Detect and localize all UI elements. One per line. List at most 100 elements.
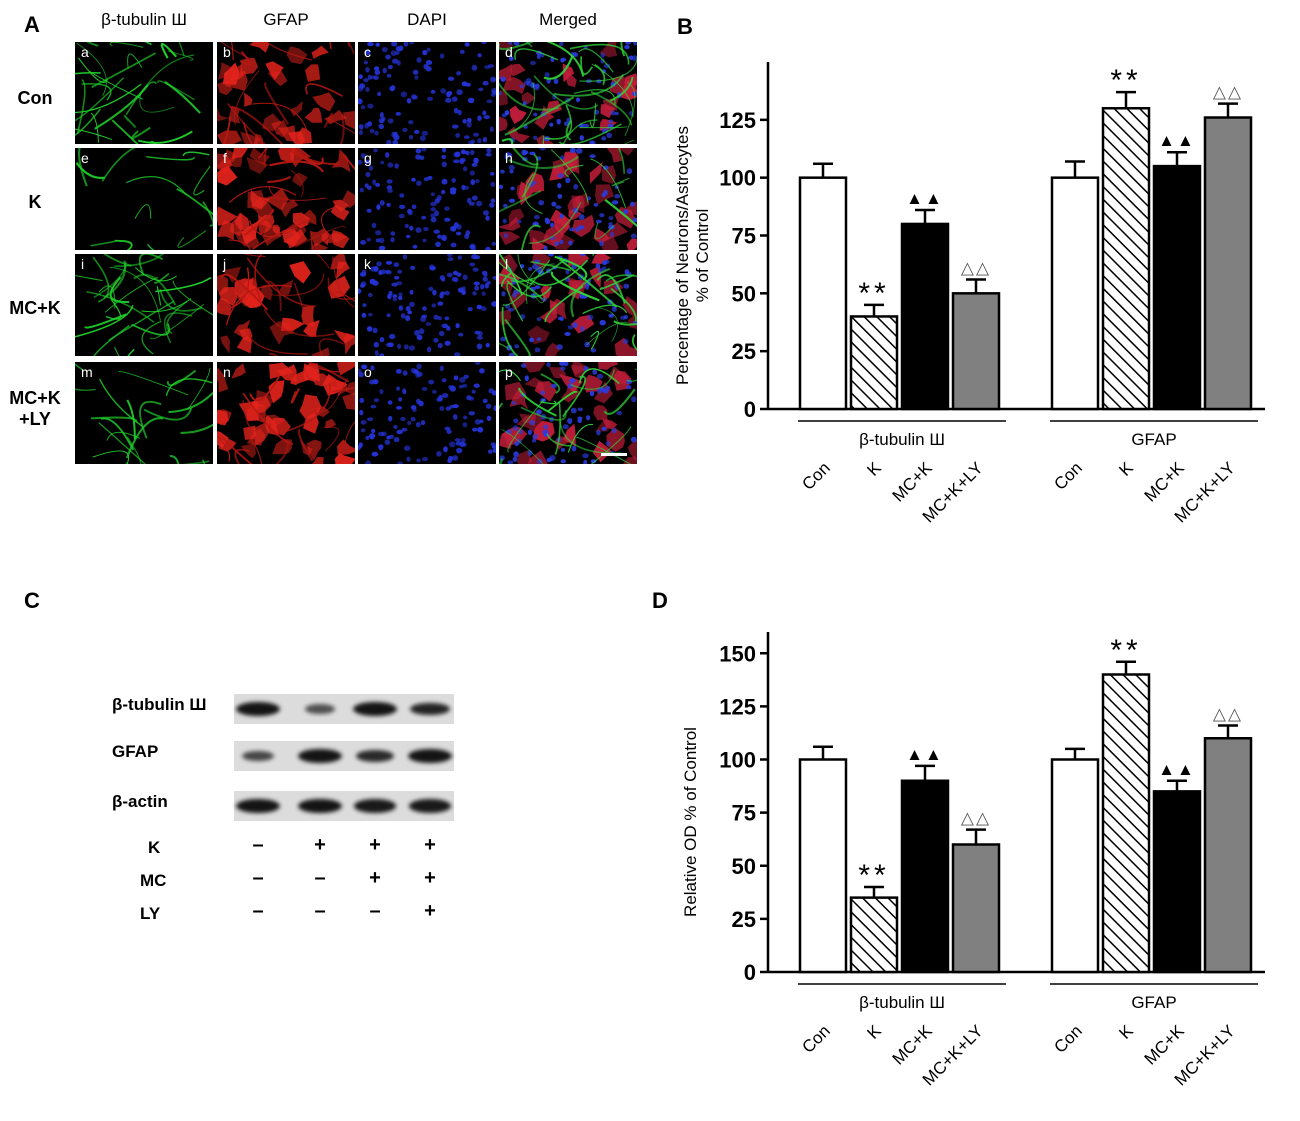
condition-label: MC	[140, 871, 167, 890]
micrograph-image	[75, 254, 213, 356]
blot-band	[241, 750, 275, 762]
significance-mark: ▲▲	[1158, 760, 1196, 779]
condition-sign: –	[252, 867, 264, 889]
blot-band	[236, 799, 280, 813]
panel-letter-c: C	[24, 588, 40, 613]
significance-mark: **	[1110, 634, 1141, 667]
significance-mark: △△	[961, 809, 991, 828]
significance-mark: △△	[1213, 705, 1243, 724]
y-axis-label: Percentage of Neurons/Astrocytes% of Con…	[673, 126, 712, 385]
y-axis-label: Relative OD % of Control	[681, 727, 700, 917]
micrograph-tile: a	[75, 42, 213, 144]
category-label: Con	[798, 1021, 833, 1056]
micrograph-image	[499, 254, 637, 356]
bar	[1101, 673, 1151, 974]
condition-label: K	[148, 838, 161, 857]
y-tick-label: 0	[744, 397, 756, 422]
micrograph-tile: b	[217, 42, 355, 144]
tile-letter: h	[505, 150, 513, 166]
tile-letter: j	[223, 256, 227, 272]
condition-sign: +	[369, 834, 381, 856]
condition-sign: +	[424, 867, 436, 889]
blot-band	[409, 702, 451, 716]
micrograph-image	[75, 148, 213, 250]
y-tick-label: 100	[719, 166, 756, 191]
row-header-line: K	[28, 192, 42, 212]
category-label: K	[1115, 1021, 1137, 1043]
significance-mark: **	[858, 859, 889, 892]
blot-band	[408, 749, 452, 763]
y-tick-label: 100	[719, 748, 756, 773]
row-header: Con	[0, 88, 70, 109]
column-header: GFAP	[263, 10, 309, 29]
bar	[900, 222, 950, 411]
micrograph-tile: e	[75, 148, 213, 250]
chart-relative-od: 0 25 50 75 100 125 150 Relative OD % of Control…	[681, 632, 1265, 1089]
bar	[1050, 758, 1100, 974]
micrograph-image	[217, 254, 355, 356]
blot-band	[353, 702, 397, 716]
micrograph-tile: k	[358, 254, 496, 356]
micrograph-image	[358, 42, 496, 144]
micrograph-tile: g	[358, 148, 496, 250]
y-axis-label-line: Percentage of Neurons/Astrocytes	[673, 126, 692, 385]
micrograph-tile: p	[499, 362, 637, 464]
blot-protein-label: β-tubulin Ш	[112, 695, 207, 714]
group-label: GFAP	[1131, 430, 1176, 449]
condition-sign: –	[252, 834, 264, 856]
y-tick-label: 125	[719, 694, 756, 719]
group-label: β-tubulin Ш	[859, 430, 945, 449]
condition-sign: +	[424, 834, 436, 856]
significance-mark: **	[1110, 64, 1141, 97]
y-axis-label-line: Relative OD % of Control	[681, 727, 700, 917]
group-label: GFAP	[1131, 993, 1176, 1012]
significance-mark: ▲▲	[906, 745, 944, 764]
y-tick-label: 25	[732, 907, 756, 932]
tile-letter: k	[364, 256, 371, 272]
row-header: K	[0, 192, 70, 213]
bar	[1203, 116, 1253, 411]
micrograph-tile: l	[499, 254, 637, 356]
condition-sign: –	[314, 900, 326, 922]
condition-sign: –	[252, 900, 264, 922]
tile-letter: b	[223, 44, 231, 60]
chart-neuron-astrocyte-percentage: 0 25 50 75 100 125 Percentage of Neurons/Astro…	[673, 62, 1265, 526]
tile-letter: i	[81, 256, 85, 272]
y-tick-label: 75	[732, 801, 756, 826]
y-tick-label: 50	[732, 281, 756, 306]
bar	[1050, 176, 1100, 411]
bar	[849, 315, 899, 411]
micrograph-image	[358, 362, 496, 464]
bar	[1101, 107, 1151, 411]
micrograph-image	[75, 363, 213, 464]
bar	[1203, 737, 1253, 974]
blot-protein-label: β-actin	[112, 792, 168, 811]
group-label: β-tubulin Ш	[859, 993, 945, 1012]
blot-band	[236, 702, 280, 716]
micrograph-image	[358, 254, 496, 356]
blot-band	[298, 749, 342, 763]
micrograph-image	[499, 362, 637, 464]
condition-sign: +	[424, 900, 436, 922]
significance-mark: △△	[961, 258, 991, 277]
tile-letter: p	[505, 364, 513, 380]
condition-sign: +	[314, 834, 326, 856]
bar	[798, 758, 848, 974]
significance-mark: ▲▲	[1158, 131, 1196, 150]
y-tick-label: 125	[719, 108, 756, 133]
row-header-line: Con	[17, 88, 53, 108]
micrograph-image	[358, 148, 496, 250]
bar	[951, 843, 1001, 974]
y-axis-label-line: % of Control	[693, 209, 712, 303]
row-header-line: MC+K	[9, 298, 61, 318]
condition-sign: +	[369, 867, 381, 889]
category-label: K	[1115, 458, 1137, 480]
micrograph-image	[499, 42, 637, 144]
row-header-line: MC+K	[9, 388, 61, 408]
micrograph-tile: h	[499, 148, 637, 250]
panel-letter-d: D	[652, 588, 668, 613]
micrograph-tile: d	[499, 42, 637, 144]
micrograph-tile: i	[75, 254, 213, 356]
y-tick-label: 75	[732, 224, 756, 249]
